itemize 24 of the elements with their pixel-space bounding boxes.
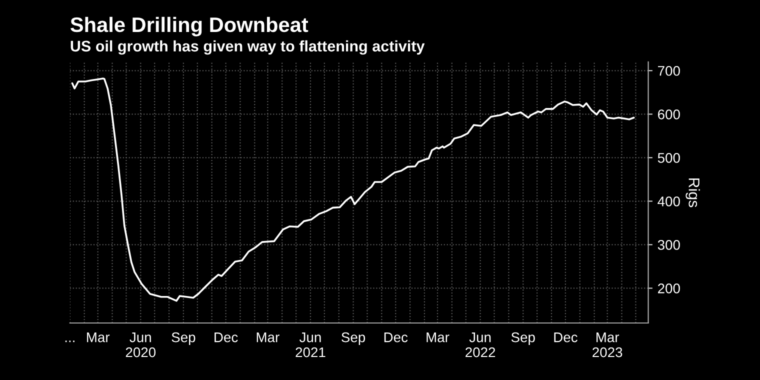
chart-title: Shale Drilling Downbeat bbox=[70, 16, 308, 36]
x-tick-label: Mar bbox=[87, 332, 110, 342]
y-tick-label: 700 bbox=[658, 66, 680, 76]
x-tick-label: Mar 2023 bbox=[592, 332, 622, 358]
x-tick-label: Jun 2020 bbox=[126, 332, 156, 358]
x-tick-label: ... bbox=[65, 340, 74, 342]
x-tick-label: Jun 2021 bbox=[296, 332, 326, 358]
x-tick-label: Sep bbox=[172, 332, 196, 345]
x-tick-label: Sep bbox=[511, 332, 535, 345]
x-tick-label: Mar bbox=[426, 332, 450, 342]
y-axis-title: Rigs bbox=[686, 178, 700, 208]
x-tick-label: Dec bbox=[384, 332, 408, 342]
chart-subtitle: US oil growth has given way to flattening activity bbox=[70, 40, 425, 55]
line-series bbox=[71, 78, 635, 302]
y-tick-label: 300 bbox=[658, 240, 680, 250]
x-tick-label: Sep bbox=[342, 332, 366, 345]
y-tick-label: 200 bbox=[658, 284, 680, 294]
x-tick-label: Dec bbox=[214, 332, 238, 342]
y-tick-label: 600 bbox=[658, 109, 680, 120]
x-tick-label: Dec bbox=[554, 332, 578, 342]
x-tick-label: Jun 2022 bbox=[466, 332, 496, 358]
y-tick-label: 500 bbox=[658, 152, 680, 163]
x-tick-label: Mar bbox=[256, 332, 280, 342]
y-tick-label: 400 bbox=[658, 196, 680, 206]
